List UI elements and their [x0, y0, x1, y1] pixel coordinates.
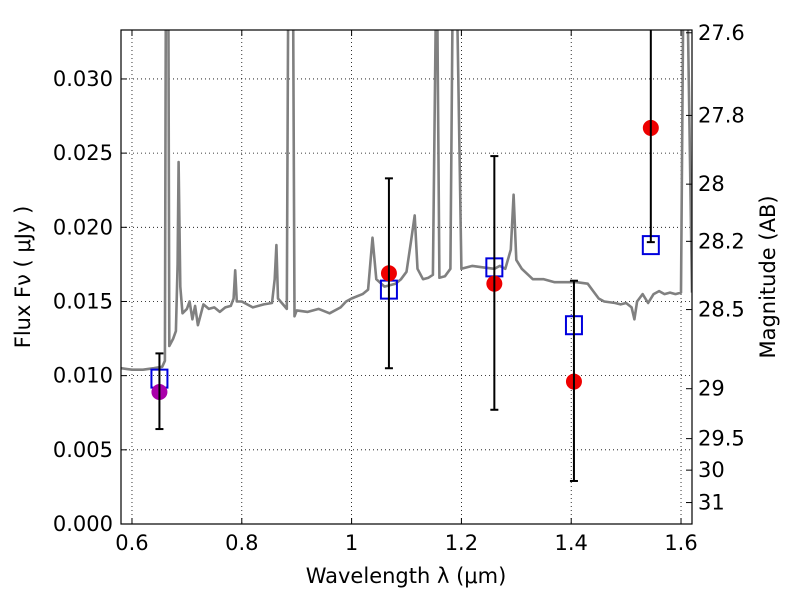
y-right-tick-label: 29	[698, 377, 725, 401]
y-right-tick-label: 28.2	[698, 229, 745, 253]
ticks-layer: 0.6 0.8 1 1.2 1.4 1.6 0.000 0.005 0.010 0.015 0.02…	[53, 21, 745, 555]
y-right-axis-label: Magnitude (AB)	[756, 195, 780, 358]
x-tick-label: 1.4	[555, 531, 588, 555]
y-right-tick-label: 28.5	[698, 298, 745, 322]
y-axis-label: Flux Fν ( μJy )	[11, 206, 35, 349]
grid-layer	[121, 30, 692, 525]
y-tick-label: 0.025	[53, 141, 113, 165]
y-right-tick-label: 30	[698, 458, 725, 482]
y-right-tick-label: 27.8	[698, 103, 745, 127]
spectrum-line	[121, 30, 692, 371]
x-tick-label: 1.2	[445, 531, 478, 555]
x-axis-label: Wavelength λ (μm)	[306, 564, 507, 588]
y-right-tick-label: 27.6	[698, 21, 745, 45]
y-tick-label: 0.015	[53, 289, 113, 313]
y-tick-label: 0.005	[53, 438, 113, 462]
plot-frame	[120, 29, 693, 525]
y-tick-label: 0.000	[53, 512, 113, 536]
x-tick-label: 0.6	[115, 531, 148, 555]
errorbar-layer	[155, 30, 655, 482]
plot-contents	[121, 30, 692, 400]
y-right-tick-label: 28	[698, 172, 725, 196]
y-right-tick-label: 31	[698, 491, 725, 515]
y-tick-label: 0.030	[53, 67, 113, 91]
x-tick-label: 1	[345, 531, 358, 555]
marks-layer	[150, 119, 660, 400]
y-right-tick-label: 29.5	[698, 427, 745, 451]
y-tick-label: 0.010	[53, 364, 113, 388]
x-tick-label: 1.6	[664, 531, 697, 555]
x-tick-label: 0.8	[225, 531, 258, 555]
y-tick-label: 0.020	[53, 215, 113, 239]
